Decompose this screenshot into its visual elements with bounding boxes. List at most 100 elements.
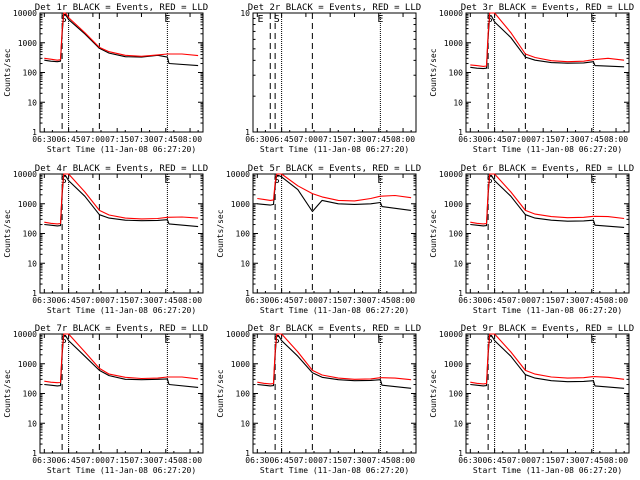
y-tick-label: 1000	[18, 360, 37, 369]
y-tick-label: 1	[245, 289, 250, 298]
lld-series-line	[44, 12, 199, 61]
plot-frame	[465, 333, 630, 454]
x-tick-label: 07:30	[129, 296, 153, 305]
y-tick-label: 10	[453, 419, 463, 428]
x-tick-label: 07:30	[342, 456, 366, 465]
x-tick-label: 07:45	[154, 296, 178, 305]
x-tick-label: 06:45	[483, 296, 507, 305]
y-tick-label: 10000	[226, 330, 250, 339]
events-series-line	[44, 13, 199, 67]
x-tick-label: 06:45	[270, 456, 294, 465]
x-tick-label: 08:00	[604, 456, 628, 465]
panel-title: Det 2r BLACK = Events, RED = LLD	[248, 3, 421, 13]
y-tick-label: 1	[245, 128, 250, 137]
panel-8: Det 8r BLACK = Events, RED = LLD 1 10 100 10…	[216, 324, 421, 475]
x-tick-label: 07:45	[367, 456, 391, 465]
x-axis-label: Start Time (11-Jan-08 06:27:20)	[47, 145, 196, 154]
x-tick-label: 07:45	[367, 135, 391, 144]
y-tick-label: 100	[449, 69, 464, 78]
panel-title: Det 1r BLACK = Events, RED = LLD	[35, 3, 208, 13]
y-tick-label: 100	[23, 230, 38, 239]
x-tick-label: 07:45	[580, 296, 604, 305]
y-tick-label: 10	[453, 259, 463, 268]
marker-annotation: E	[164, 175, 170, 186]
x-tick-label: 06:45	[57, 135, 81, 144]
panel-title: Det 9r BLACK = Events, RED = LLD	[461, 324, 634, 334]
y-axis-label: Counts/sec	[3, 48, 12, 96]
y-tick-label: 1	[458, 449, 463, 458]
x-tick-label: 06:45	[57, 456, 81, 465]
x-tick-label: 06:45	[483, 456, 507, 465]
events-series-line	[470, 174, 625, 228]
x-tick-label: 07:45	[580, 135, 604, 144]
y-tick-label: 10000	[226, 170, 250, 179]
panel-6: Det 6r BLACK = Events, RED = LLD 1 10 100 10…	[429, 164, 634, 315]
x-tick-label: 07:45	[154, 456, 178, 465]
y-axis-label: Counts/sec	[429, 209, 438, 257]
x-tick-label: 07:15	[318, 456, 342, 465]
y-tick-label: 100	[449, 230, 464, 239]
panel-2: Det 2r BLACK = Events, RED = LLD 1 10 06:30…	[240, 3, 421, 154]
x-tick-label: 06:45	[483, 135, 507, 144]
y-tick-label: 1	[458, 128, 463, 137]
y-axis-label: Counts/sec	[216, 209, 225, 257]
x-tick-label: 07:15	[318, 296, 342, 305]
lld-series-line	[470, 333, 625, 385]
marker-annotation: E	[377, 175, 383, 186]
plot-frame	[39, 333, 204, 454]
x-tick-label: 07:45	[154, 135, 178, 144]
y-axis-label: Counts/sec	[429, 48, 438, 96]
x-axis-label: Start Time (11-Jan-08 06:27:20)	[473, 306, 622, 315]
x-tick-label: 07:30	[342, 135, 366, 144]
x-tick-label: 07:15	[105, 456, 129, 465]
y-tick-label: 100	[449, 390, 464, 399]
x-tick-label: 06:30	[458, 296, 482, 305]
x-tick-label: 08:00	[604, 135, 628, 144]
lld-series-line	[44, 333, 199, 384]
x-tick-label: 08:00	[178, 296, 202, 305]
plot-frame	[39, 173, 204, 294]
y-tick-label: 1	[32, 128, 37, 137]
x-tick-label: 07:30	[342, 296, 366, 305]
plot-frame	[252, 333, 417, 454]
x-tick-label: 06:45	[270, 135, 294, 144]
y-tick-label: 10000	[13, 9, 37, 18]
y-tick-label: 1	[32, 289, 37, 298]
lld-series-line	[470, 173, 625, 225]
marker-annotation: E	[590, 14, 596, 25]
x-axis-label: Start Time (11-Jan-08 06:27:20)	[260, 145, 409, 154]
x-tick-label: 07:30	[555, 296, 579, 305]
x-tick-label: 07:30	[555, 135, 579, 144]
marker-annotation: E	[377, 335, 383, 346]
x-tick-label: 07:00	[81, 456, 105, 465]
x-tick-label: 07:15	[531, 135, 555, 144]
x-tick-label: 06:30	[32, 135, 56, 144]
panel-title: Det 6r BLACK = Events, RED = LLD	[461, 164, 634, 174]
marker-annotation: E	[258, 14, 264, 25]
panel-3: Det 3r BLACK = Events, RED = LLD 1 10 100 10…	[429, 3, 634, 154]
x-tick-label: 07:15	[318, 135, 342, 144]
x-tick-label: 07:15	[531, 456, 555, 465]
x-axis-label: Start Time (11-Jan-08 06:27:20)	[473, 466, 622, 475]
lld-series-line	[257, 173, 412, 202]
marker-annotation: E	[164, 14, 170, 25]
y-tick-label: 1000	[18, 39, 37, 48]
y-tick-label: 10	[453, 98, 463, 107]
y-tick-label: 1000	[231, 360, 250, 369]
y-tick-label: 100	[23, 390, 38, 399]
marker-annotation: S	[274, 14, 280, 25]
x-tick-label: 07:15	[105, 296, 129, 305]
y-tick-label: 10000	[439, 330, 463, 339]
panel-7: Det 7r BLACK = Events, RED = LLD 1 10 100 10…	[3, 324, 208, 475]
y-axis-label: Counts/sec	[429, 369, 438, 417]
lld-series-line	[257, 333, 412, 385]
y-tick-label: 10	[240, 419, 250, 428]
x-tick-label: 08:00	[391, 135, 415, 144]
x-tick-label: 08:00	[178, 456, 202, 465]
marker-annotation: E	[377, 14, 383, 25]
x-tick-label: 06:30	[458, 135, 482, 144]
lld-series-line	[470, 12, 625, 67]
x-tick-label: 07:30	[129, 135, 153, 144]
y-tick-label: 1	[245, 449, 250, 458]
